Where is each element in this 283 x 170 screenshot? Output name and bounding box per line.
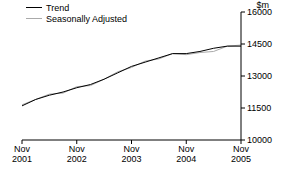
svg-text:Nov2004: Nov2004 bbox=[176, 144, 196, 164]
svg-text:16000: 16000 bbox=[247, 7, 272, 18]
html-text:$m: $m bbox=[256, 0, 269, 10]
svg-text:Nov2001: Nov2001 bbox=[12, 144, 32, 164]
svg-text:Nov2003: Nov2003 bbox=[121, 144, 141, 164]
svg-text:13000: 13000 bbox=[247, 71, 272, 81]
html-text:Trend: Trend bbox=[46, 2, 70, 13]
svg-text:14500: 14500 bbox=[247, 39, 272, 49]
svg-text:Nov2005: Nov2005 bbox=[231, 144, 251, 164]
svg-text:11500: 11500 bbox=[247, 103, 271, 113]
html-text:Seasonally Adjusted: Seasonally Adjusted bbox=[46, 13, 128, 24]
svg-text:10000: 10000 bbox=[247, 135, 272, 145]
svg-text:Nov2002: Nov2002 bbox=[67, 144, 87, 164]
